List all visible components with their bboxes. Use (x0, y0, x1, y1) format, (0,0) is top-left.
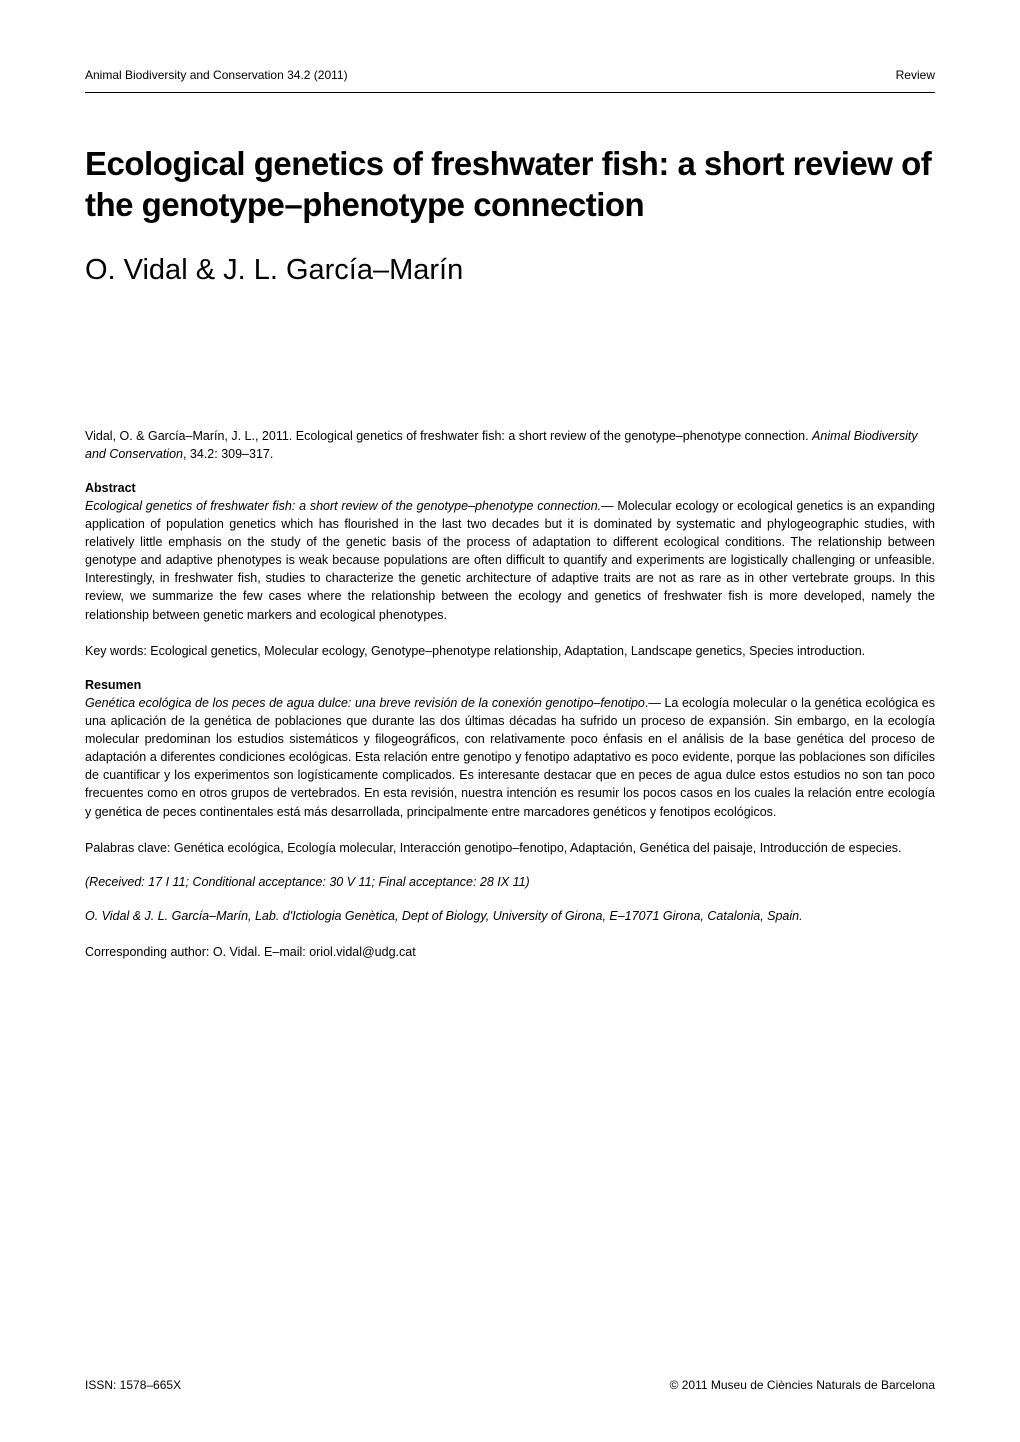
resumen-text-content: .— La ecología molecular o la genética e… (85, 696, 935, 819)
citation-volume: , 34.2: 309–317. (183, 447, 273, 461)
page-footer: ISSN: 1578–665X © 2011 Museu de Ciències… (85, 1378, 935, 1392)
corresponding-author: Corresponding author: O. Vidal. E–mail: … (85, 943, 935, 961)
article-type: Review (896, 68, 935, 82)
journal-name: Animal Biodiversity and Conservation 34.… (85, 68, 348, 82)
keywords-spanish: Palabras clave: Genética ecológica, Ecol… (85, 839, 935, 857)
copyright: © 2011 Museu de Ciències Naturals de Bar… (670, 1378, 935, 1392)
article-title: Ecological genetics of freshwater fish: … (85, 143, 935, 226)
resumen-heading: Resumen (85, 678, 935, 692)
abstract-text-content: Molecular ecology or ecological genetics… (85, 499, 935, 622)
resumen-body: Genética ecológica de los peces de agua … (85, 694, 935, 821)
abstract-heading: Abstract (85, 481, 935, 495)
page-content: Animal Biodiversity and Conservation 34.… (0, 0, 1020, 1011)
keywords-english: Key words: Ecological genetics, Molecula… (85, 642, 935, 660)
citation: Vidal, O. & García–Marín, J. L., 2011. E… (85, 427, 935, 463)
abstract-body: Ecological genetics of freshwater fish: … (85, 497, 935, 624)
issn: ISSN: 1578–665X (85, 1378, 181, 1392)
authors: O. Vidal & J. L. García–Marín (85, 254, 935, 287)
resumen-title-italic: Genética ecológica de los peces de agua … (85, 696, 645, 710)
author-affiliation: O. Vidal & J. L. García–Marín, Lab. d'Ic… (85, 907, 935, 925)
abstract-title-italic: Ecological genetics of freshwater fish: … (85, 499, 614, 513)
citation-authors: Vidal, O. & García–Marín, J. L., 2011. E… (85, 429, 812, 443)
received-dates: (Received: 17 I 11; Conditional acceptan… (85, 875, 935, 889)
page-header: Animal Biodiversity and Conservation 34.… (85, 68, 935, 93)
